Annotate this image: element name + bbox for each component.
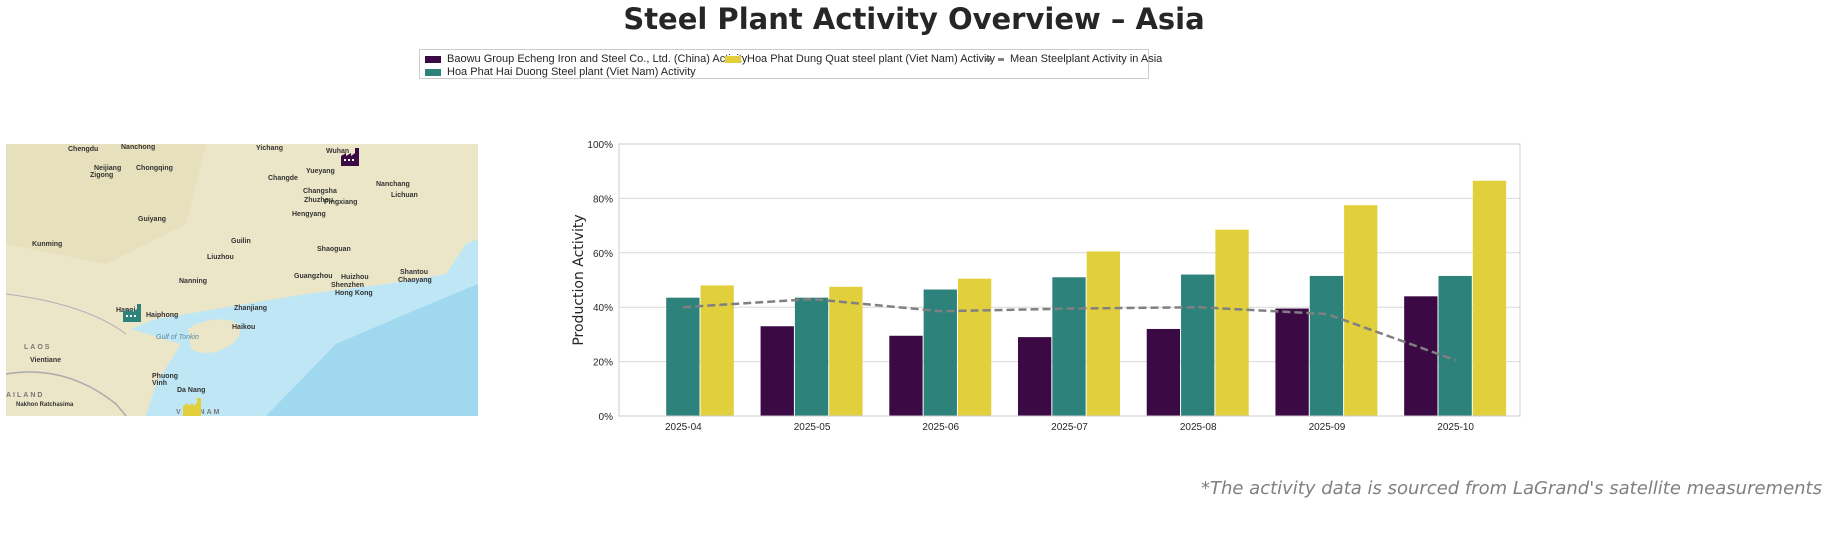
map-label: Zhanjiang xyxy=(234,305,268,312)
bar xyxy=(1344,205,1378,416)
bar xyxy=(1472,180,1507,416)
map-label: Changsha xyxy=(303,188,337,195)
map-label: Shenzhen xyxy=(331,282,365,289)
map-label: Yichang xyxy=(256,145,283,152)
map-label: Shaoguan xyxy=(317,246,351,253)
bar xyxy=(1146,328,1181,416)
map-label: Guilin xyxy=(231,238,251,245)
map-label: Zhuzhou xyxy=(304,197,334,204)
map-label: Shantou xyxy=(400,269,428,276)
legend-item: Mean Steelplant Activity in Asia xyxy=(986,53,1162,65)
map-label: Nanchong xyxy=(121,144,156,151)
legend: Baowu Group Echeng Iron and Steel Co., L… xyxy=(419,49,1162,79)
map-label: Da Nang xyxy=(177,387,206,394)
map-label: Guangzhou xyxy=(294,273,333,280)
map-label: Changde xyxy=(268,175,298,182)
legend-label: Baowu Group Echeng Iron and Steel Co., L… xyxy=(447,53,748,65)
legend-item: Baowu Group Echeng Iron and Steel Co., L… xyxy=(425,53,747,65)
map-label: AILAND xyxy=(6,392,45,399)
map-label: Wuhan xyxy=(326,148,350,155)
factory-icon-haiduong xyxy=(123,304,141,322)
map-label: Yueyang xyxy=(306,168,335,175)
map-label: Phuong Vinh xyxy=(152,373,179,387)
legend-label: Mean Steelplant Activity in Asia xyxy=(1010,53,1163,65)
bar xyxy=(760,326,794,416)
map-label: Nanchang xyxy=(376,181,410,188)
bar xyxy=(1086,251,1120,416)
bar xyxy=(666,297,700,416)
x-tick-label: 2025-06 xyxy=(922,422,959,433)
map-label: Huizhou xyxy=(341,274,369,281)
bar xyxy=(923,289,957,416)
map-label: Chongqing xyxy=(136,165,173,172)
map-label: Pingxiang xyxy=(324,199,358,206)
bar xyxy=(1018,337,1052,416)
x-tick-label: 2025-09 xyxy=(1309,422,1346,433)
x-tick-label: 2025-05 xyxy=(794,422,831,433)
bar xyxy=(1309,275,1344,416)
bar xyxy=(1438,275,1472,416)
bar xyxy=(957,278,992,416)
bar xyxy=(1404,296,1438,416)
bar xyxy=(794,297,829,416)
map-label: Lichuan xyxy=(391,192,418,199)
bar xyxy=(1181,274,1215,416)
legend-item: Hoa Phat Hai Duong Steel plant (Viet Nam… xyxy=(425,66,696,78)
map-label: Liuzhou xyxy=(207,254,234,261)
map-label: Chengdu xyxy=(68,146,99,153)
swatch xyxy=(725,55,741,63)
page-title: Steel Plant Activity Overview – Asia xyxy=(623,2,1205,36)
map-label: Chaoyang xyxy=(398,277,432,284)
map: Chengdu Nanchong Yichang Wuhan Neijiang … xyxy=(6,144,478,416)
legend-label: Hoa Phat Hai Duong Steel plant (Viet Nam… xyxy=(447,66,696,78)
bar xyxy=(829,286,863,416)
y-tick-label: 0% xyxy=(599,412,614,423)
map-label: Zigong xyxy=(90,172,114,179)
map-label: LAOS xyxy=(24,344,52,351)
map-label: Hong Kong xyxy=(335,290,373,297)
map-label: Nanning xyxy=(179,278,207,285)
bar xyxy=(1215,229,1249,416)
map-label: Neijiang xyxy=(94,165,122,172)
map-label: Hengyang xyxy=(292,211,326,218)
mean-line xyxy=(683,297,1457,362)
source-note: *The activity data is sourced from LaGra… xyxy=(1200,478,1822,499)
y-tick-label: 60% xyxy=(593,249,613,260)
y-tick-label: 20% xyxy=(593,358,613,369)
y-axis-label: Production Activity xyxy=(571,214,587,345)
map-label: Haiphong xyxy=(146,312,179,319)
plot-frame xyxy=(618,143,1521,417)
y-tick-label: 80% xyxy=(593,194,613,205)
y-tick-label: 40% xyxy=(593,303,613,314)
legend-label: Hoa Phat Dung Quat steel plant (Viet Nam… xyxy=(747,53,996,65)
x-tick-label: 2025-10 xyxy=(1437,422,1474,433)
y-tick-label: 100% xyxy=(587,140,613,151)
x-tick-label: 2025-07 xyxy=(1051,422,1088,433)
bar xyxy=(1052,277,1086,416)
map-label: Vientiane xyxy=(30,357,61,364)
map-label: Guiyang xyxy=(138,216,167,223)
bar xyxy=(1275,308,1309,416)
map-label: Nakhon Ratchasima xyxy=(16,402,74,408)
map-background xyxy=(6,144,478,416)
map-label: Kunming xyxy=(32,241,63,248)
map-label: Gulf of Tonkin xyxy=(156,334,199,341)
x-tick-label: 2025-08 xyxy=(1180,422,1217,433)
legend-item: Hoa Phat Dung Quat steel plant (Viet Nam… xyxy=(725,53,995,65)
map-label: Haikou xyxy=(232,324,256,331)
dash-swatch xyxy=(986,57,1004,61)
bar xyxy=(700,285,734,416)
swatch xyxy=(425,68,441,76)
x-tick-label: 2025-04 xyxy=(665,422,702,433)
swatch xyxy=(425,55,441,63)
factory-icon-baowu xyxy=(341,148,359,166)
factory-icon-dungquat xyxy=(183,398,201,416)
bar xyxy=(889,335,923,416)
